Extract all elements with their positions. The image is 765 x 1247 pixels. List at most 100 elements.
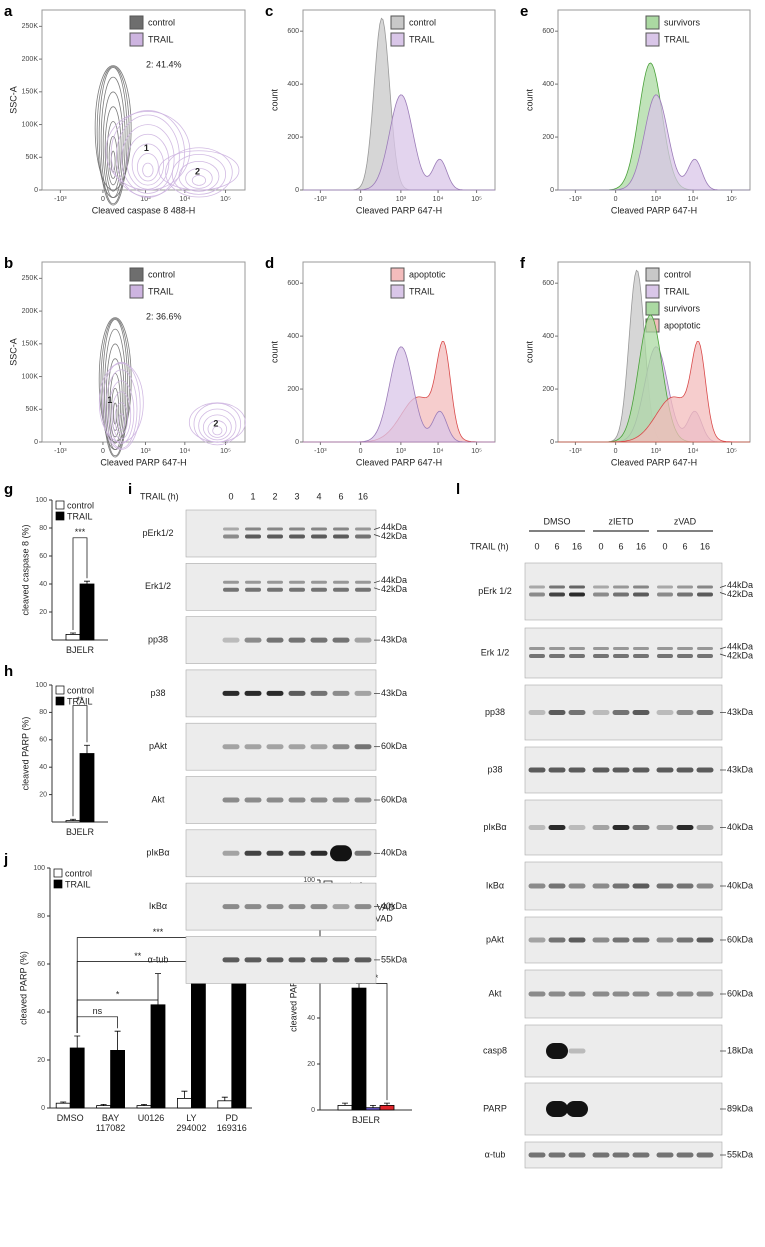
x-tick-label: 0 <box>359 196 363 203</box>
band <box>546 1101 568 1117</box>
y-tick-label: 200K <box>22 56 39 63</box>
contour <box>193 402 242 446</box>
band <box>311 580 327 584</box>
blot-title: TRAIL (h) <box>470 541 509 551</box>
legend-swatch <box>129 15 144 30</box>
band <box>697 654 713 658</box>
marker-label: 42kDa <box>381 531 407 541</box>
contour <box>106 121 120 186</box>
blot-row-label: pAkt <box>149 741 168 751</box>
x-tick-label: 10⁵ <box>471 448 482 455</box>
band <box>354 850 372 856</box>
contour <box>102 361 141 450</box>
blot-row-label: casp8 <box>483 1045 507 1055</box>
marker-label: 43kDa <box>727 707 753 717</box>
y-tick-label: 200 <box>287 134 299 141</box>
lane-label: 1 <box>250 491 255 501</box>
legend-label: survivors <box>664 303 701 313</box>
lane-label: 6 <box>682 541 687 551</box>
band <box>548 825 566 830</box>
contour <box>202 414 232 441</box>
contour <box>104 106 122 192</box>
band <box>244 744 262 750</box>
marker-label: 60kDa <box>727 934 753 944</box>
band <box>354 957 372 963</box>
y-axis-label: count <box>524 340 534 363</box>
error-bar <box>60 1101 67 1104</box>
band <box>332 957 350 963</box>
band <box>568 1048 586 1054</box>
band <box>549 585 565 589</box>
band <box>528 825 546 830</box>
band <box>288 797 306 803</box>
plot-frame <box>41 261 246 443</box>
error-bar <box>342 1102 348 1106</box>
band <box>676 825 694 830</box>
panel-letter: e <box>520 3 528 20</box>
lane-label: 0 <box>534 541 539 551</box>
band <box>528 937 546 943</box>
x-tick-label: 10⁵ <box>726 448 737 455</box>
band <box>676 1152 694 1158</box>
x-tick-label: 10³ <box>396 196 407 203</box>
y-tick-label: 400 <box>287 333 299 340</box>
marker-tick <box>719 646 727 650</box>
blot-row-label: Akt <box>151 794 165 804</box>
legend-label: control <box>67 685 94 695</box>
y-tick-label: 40 <box>39 764 47 771</box>
legend-label: TRAIL <box>664 286 690 296</box>
band <box>568 883 586 889</box>
band <box>311 587 327 592</box>
band <box>528 991 546 997</box>
y-tick-label: 80 <box>39 709 47 716</box>
significance-label: ** <box>76 695 84 705</box>
marker-tick <box>373 587 381 591</box>
y-tick-label: 250K <box>22 275 39 282</box>
bar <box>190 975 206 1109</box>
contour <box>136 153 159 182</box>
contour <box>111 387 120 431</box>
error-bar <box>141 1104 147 1106</box>
legend-label: TRAIL <box>65 879 91 889</box>
band <box>310 957 328 963</box>
band <box>548 991 566 997</box>
band <box>266 744 284 750</box>
band <box>633 654 649 658</box>
x-axis-label: Cleaved PARP 647-H <box>356 457 442 467</box>
band <box>333 527 349 531</box>
y-tick-label: 200 <box>542 386 554 393</box>
contour <box>94 65 132 191</box>
band <box>548 767 566 773</box>
band <box>569 647 585 650</box>
lane-label: 0 <box>662 541 667 551</box>
histogram-curve <box>303 346 495 443</box>
marker-label: 44kDa <box>727 641 753 651</box>
significance-label: *** <box>75 527 86 537</box>
lane-label: 16 <box>700 541 710 551</box>
band <box>612 883 630 889</box>
band <box>288 744 306 750</box>
x-axis-label: Cleaved PARP 647-H <box>100 457 186 467</box>
blot-title: TRAIL (h) <box>140 491 179 501</box>
band <box>676 991 694 997</box>
panel-letter: j <box>3 851 8 868</box>
y-tick-label: 400 <box>287 81 299 88</box>
band <box>696 883 714 889</box>
contour <box>131 143 165 186</box>
band <box>696 825 714 830</box>
x-tick-label: 10⁵ <box>220 196 231 203</box>
x-tick-label: -10³ <box>314 448 327 455</box>
marker-tick <box>373 580 381 584</box>
x-tick-label: 0 <box>614 196 618 203</box>
bar <box>150 1004 166 1109</box>
x-tick-label: BAY 117082 <box>95 1113 126 1133</box>
band <box>266 904 284 910</box>
blot-row-label: pErk 1/2 <box>478 586 512 596</box>
y-tick-label: 0 <box>295 187 299 194</box>
error-bar <box>70 818 76 821</box>
y-tick-label: 150K <box>22 341 39 348</box>
contour <box>121 124 175 194</box>
blot-strip <box>185 509 377 558</box>
band <box>657 647 673 650</box>
band <box>612 1152 630 1158</box>
